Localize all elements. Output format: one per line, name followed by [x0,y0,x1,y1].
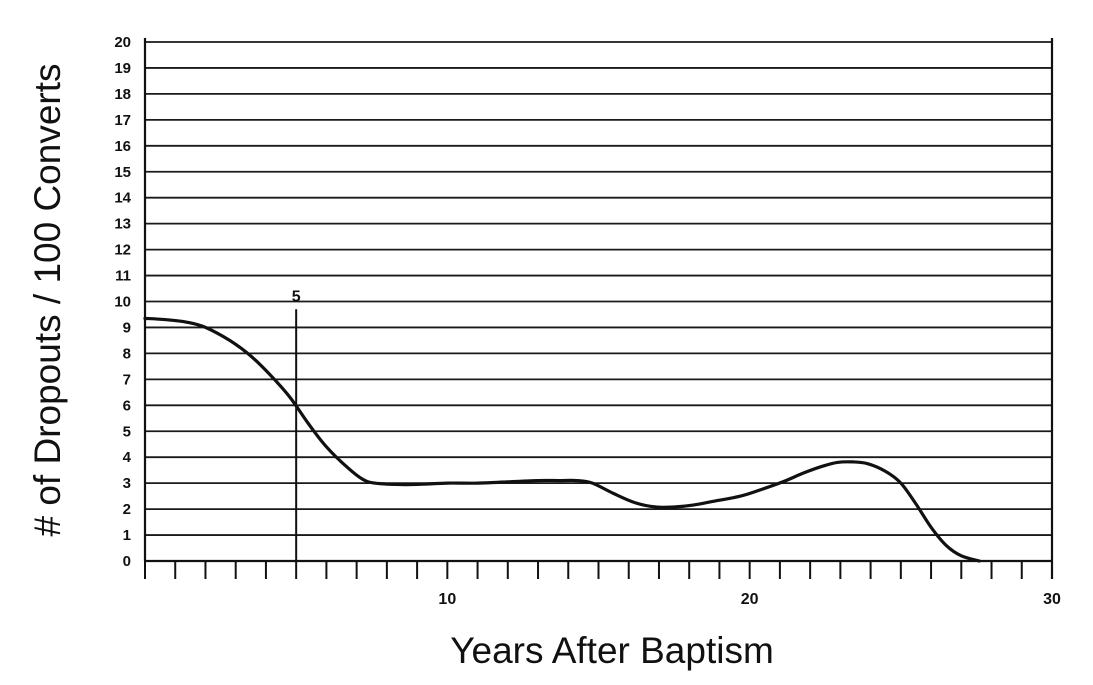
x-tick-label-30: 30 [1043,591,1061,608]
y-tick-label-6: 6 [123,397,131,414]
x-axis-title: Years After Baptism [450,630,774,671]
y-tick-label-12: 12 [114,242,131,259]
y-tick-label-20: 20 [114,34,131,51]
y-tick-label-8: 8 [123,345,131,362]
y-tick-label-14: 14 [114,190,131,207]
y-tick-label-13: 13 [114,216,131,233]
x-tick-label-20: 20 [741,591,759,608]
reference-marker: 5 [292,288,301,561]
gridlines [145,41,1052,536]
y-tick-label-1: 1 [123,527,131,544]
y-tick-label-10: 10 [114,294,131,311]
series-layer [143,316,981,563]
y-tick-label-19: 19 [114,60,131,77]
marker-label: 5 [292,288,301,305]
y-tick-label-9: 9 [123,319,131,336]
y-axis-title: # of Dropouts / 100 Converts [27,63,68,536]
y-tick-label-5: 5 [123,423,131,440]
y-tick-label-16: 16 [114,138,131,155]
y-tick-label-18: 18 [114,86,131,103]
axes [143,38,1054,579]
y-tick-label-15: 15 [114,164,131,181]
x-tick-label-10: 10 [438,591,456,608]
y-tick-label-0: 0 [123,553,131,570]
y-tick-label-7: 7 [123,371,131,388]
y-tick-label-17: 17 [114,112,131,129]
series-line-0 [143,316,981,563]
y-tick-label-11: 11 [115,268,131,285]
y-tick-label-3: 3 [123,475,131,492]
y-tick-label-4: 4 [123,449,132,466]
y-tick-label-2: 2 [123,501,131,518]
